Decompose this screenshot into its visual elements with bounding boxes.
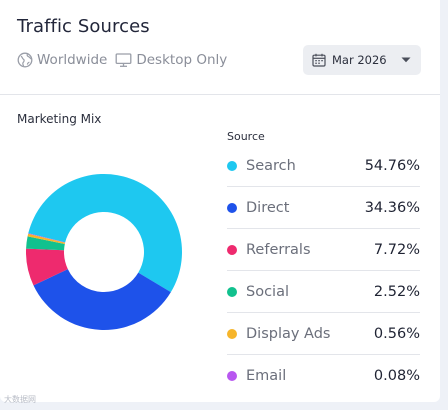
traffic-sources-card: Traffic Sources Worldwide Desktop Only — [0, 0, 440, 402]
legend-header: Source — [227, 130, 265, 143]
legend-label: Search — [246, 157, 296, 174]
header-divider — [0, 94, 440, 95]
legend-value: 0.08% — [373, 367, 420, 384]
date-picker-button[interactable]: Mar 2026 — [303, 45, 421, 75]
card-title: Traffic Sources — [17, 16, 150, 37]
region-filter[interactable]: Worldwide — [17, 52, 107, 68]
device-label: Desktop Only — [136, 52, 228, 68]
device-filter[interactable]: Desktop Only — [115, 52, 227, 68]
donut-slice-display-ads[interactable] — [27, 233, 66, 244]
donut-slice-referrals[interactable] — [25, 248, 68, 286]
legend-label: Email — [246, 367, 287, 384]
legend-dot — [227, 160, 237, 171]
legend-label: Social — [246, 283, 289, 300]
legend: Search 54.76% Direct 34.36% Referrals 7.… — [227, 145, 420, 396]
legend-value: 34.36% — [364, 199, 420, 216]
legend-value: 7.72% — [373, 241, 420, 258]
donut-chart — [25, 174, 182, 330]
globe-icon — [17, 52, 33, 68]
legend-label: Direct — [246, 199, 290, 216]
calendar-icon — [312, 53, 326, 67]
donut-slice-email[interactable] — [28, 233, 66, 243]
watermark-text: 大数据网 — [4, 395, 36, 404]
chevron-down-icon — [401, 57, 411, 63]
monitor-icon — [115, 53, 132, 67]
legend-row-search[interactable]: Search 54.76% — [227, 145, 420, 187]
legend-row-email[interactable]: Email 0.08% — [227, 355, 420, 396]
donut-slice-search[interactable] — [28, 174, 182, 293]
legend-dot — [227, 328, 237, 339]
legend-label: Referrals — [246, 241, 311, 258]
date-label: Mar 2026 — [332, 53, 387, 67]
region-label: Worldwide — [37, 52, 108, 68]
legend-dot — [227, 244, 237, 255]
legend-dot — [227, 286, 237, 297]
chart-title: Marketing Mix — [17, 112, 102, 126]
legend-value: 54.76% — [364, 157, 420, 174]
legend-value: 0.56% — [373, 325, 420, 342]
filters-bar: Worldwide Desktop Only — [17, 52, 235, 68]
legend-value: 2.52% — [373, 283, 420, 300]
legend-label: Display Ads — [246, 325, 331, 342]
legend-dot — [227, 202, 237, 213]
legend-row-display-ads[interactable]: Display Ads 0.56% — [227, 313, 420, 355]
legend-row-social[interactable]: Social 2.52% — [227, 271, 420, 313]
donut-slice-social[interactable] — [26, 236, 65, 251]
donut-slice-direct[interactable] — [33, 269, 171, 330]
legend-dot — [227, 370, 237, 381]
legend-row-referrals[interactable]: Referrals 7.72% — [227, 229, 420, 271]
legend-row-direct[interactable]: Direct 34.36% — [227, 187, 420, 229]
